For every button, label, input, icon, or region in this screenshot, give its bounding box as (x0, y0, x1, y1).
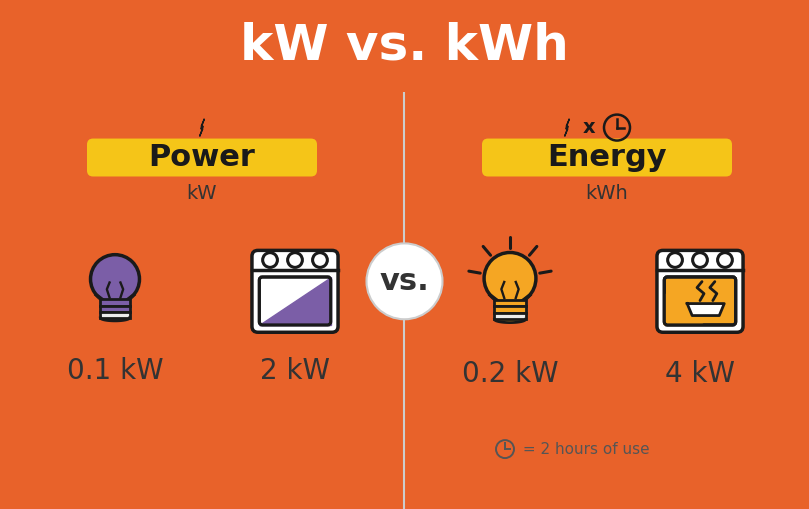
Polygon shape (100, 318, 129, 321)
Polygon shape (96, 295, 133, 303)
Circle shape (484, 252, 536, 304)
FancyBboxPatch shape (482, 138, 732, 177)
FancyBboxPatch shape (100, 305, 129, 312)
Polygon shape (260, 277, 331, 325)
FancyBboxPatch shape (494, 313, 526, 319)
Polygon shape (664, 294, 704, 325)
FancyBboxPatch shape (494, 300, 526, 306)
Text: Energy: Energy (547, 143, 667, 172)
Polygon shape (494, 319, 526, 323)
Circle shape (693, 252, 707, 267)
Circle shape (288, 252, 303, 267)
Circle shape (718, 252, 732, 267)
FancyBboxPatch shape (494, 306, 526, 313)
Text: 2 kW: 2 kW (260, 357, 330, 385)
Polygon shape (565, 119, 570, 136)
Circle shape (366, 243, 443, 319)
Text: 4 kW: 4 kW (665, 360, 735, 388)
Circle shape (312, 252, 328, 267)
Circle shape (91, 254, 139, 303)
Polygon shape (200, 119, 205, 136)
Text: kWh: kWh (586, 184, 629, 203)
FancyBboxPatch shape (100, 312, 129, 318)
Text: Power: Power (149, 143, 256, 172)
FancyBboxPatch shape (664, 277, 735, 325)
Polygon shape (490, 295, 530, 304)
Text: vs.: vs. (379, 267, 430, 296)
FancyBboxPatch shape (87, 138, 317, 177)
FancyBboxPatch shape (664, 277, 735, 325)
FancyBboxPatch shape (252, 250, 338, 332)
Text: kW: kW (187, 184, 218, 203)
FancyBboxPatch shape (260, 277, 331, 325)
Text: = 2 hours of use: = 2 hours of use (518, 442, 650, 457)
FancyBboxPatch shape (100, 299, 129, 305)
Circle shape (667, 252, 683, 267)
Text: 0.1 kW: 0.1 kW (66, 357, 163, 385)
Polygon shape (687, 303, 724, 316)
Text: x: x (582, 118, 595, 137)
FancyBboxPatch shape (657, 250, 743, 332)
Circle shape (263, 252, 277, 267)
Text: 0.2 kW: 0.2 kW (462, 360, 558, 388)
Text: kW vs. kWh: kW vs. kWh (240, 22, 569, 70)
